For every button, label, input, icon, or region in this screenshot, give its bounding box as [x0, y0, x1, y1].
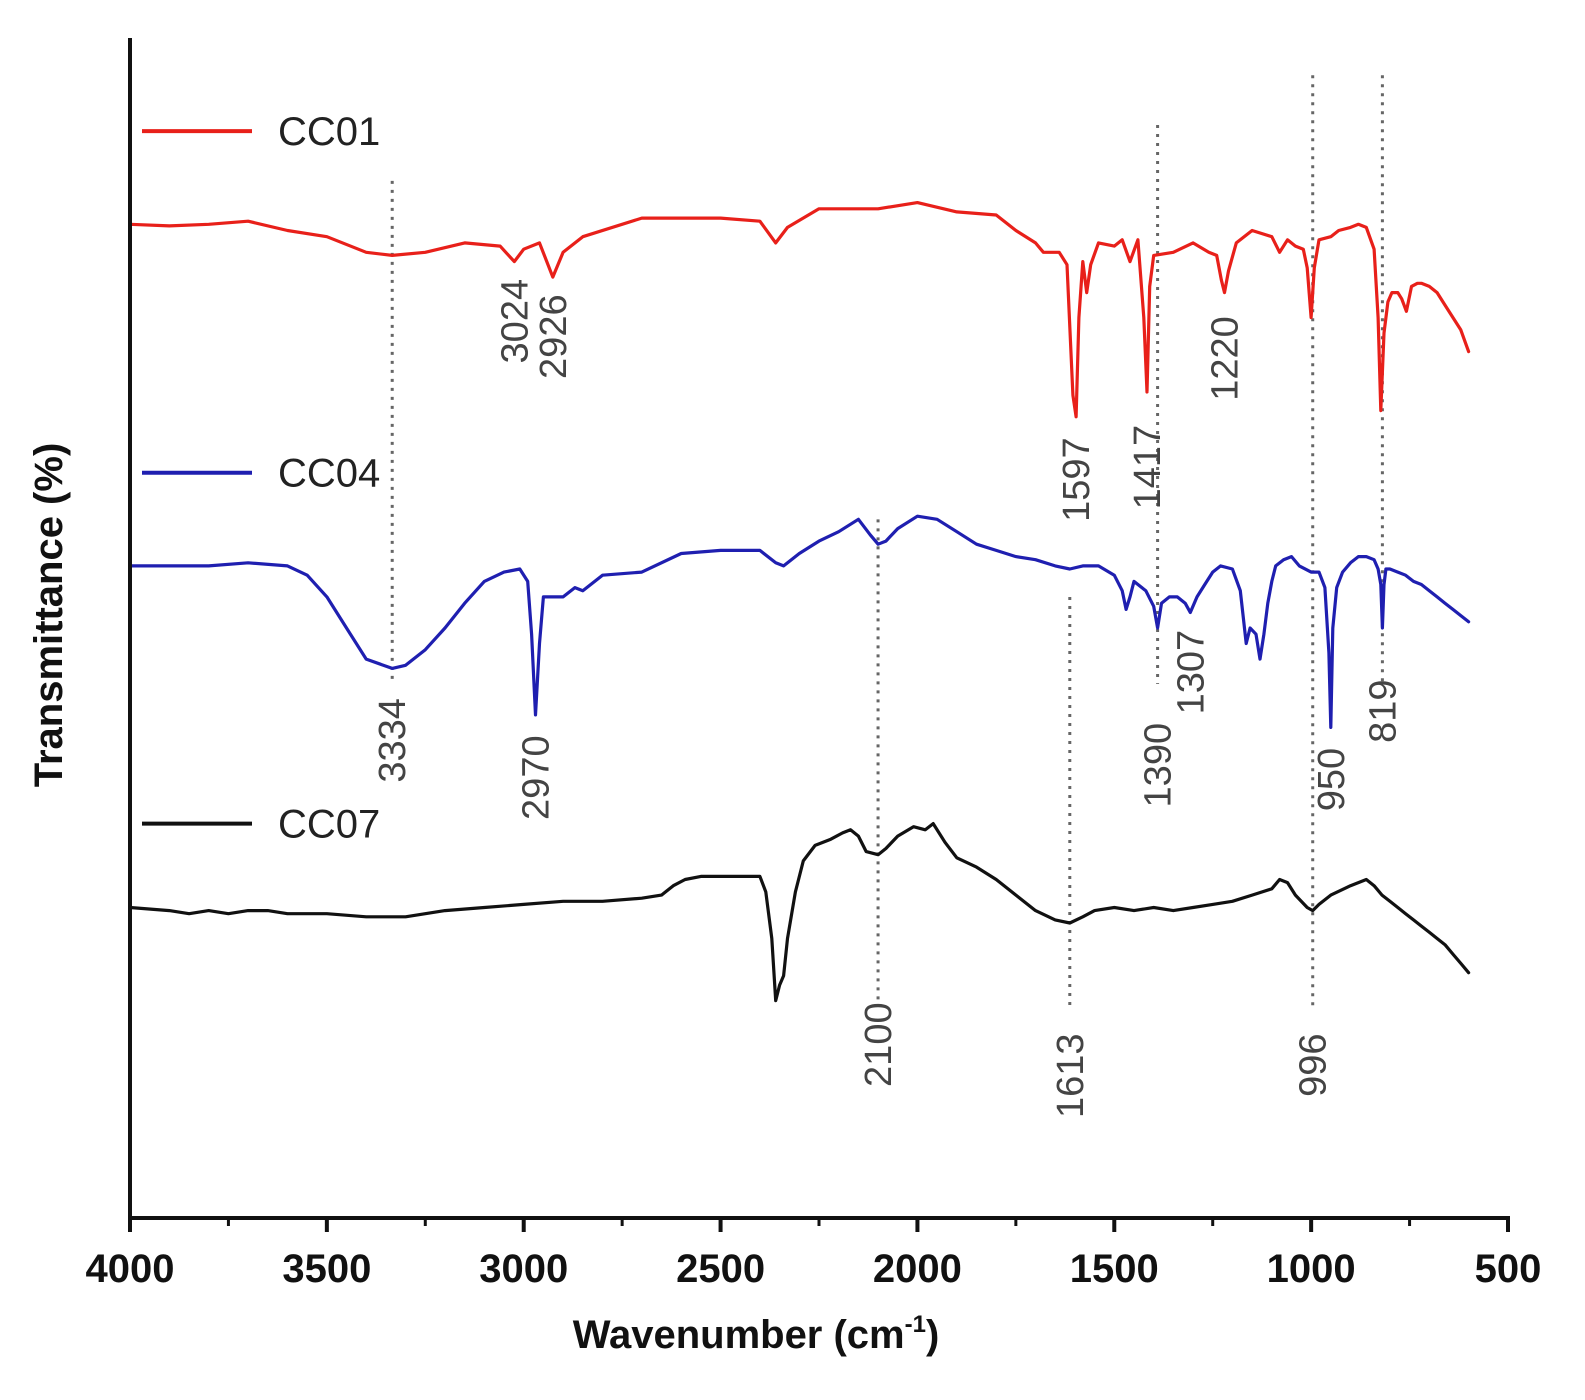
- x-tick-label-4000: 4000: [86, 1247, 175, 1291]
- peak-label-1390: 1390: [1138, 723, 1180, 808]
- legend: CC01 CC04 CC07: [142, 110, 380, 847]
- peak-label-2926: 2926: [533, 294, 575, 379]
- peak-label-2970: 2970: [516, 735, 558, 820]
- y-axis-title: Transmittance (%): [27, 443, 71, 788]
- x-tick-label-1500: 1500: [1070, 1247, 1159, 1291]
- series-line-cc07: [128, 822, 1471, 1003]
- series-layer: [128, 201, 1471, 1003]
- series-line-cc04: [128, 514, 1471, 729]
- peak-label-2100: 2100: [858, 1002, 900, 1087]
- peak-label-1613: 1613: [1050, 1034, 1092, 1119]
- series-line-cc01: [128, 201, 1471, 419]
- x-tick-label-2000: 2000: [873, 1247, 962, 1291]
- x-tick-label-3000: 3000: [479, 1247, 568, 1291]
- x-axis-title-superscript: -1: [905, 1311, 926, 1338]
- peak-label-996: 996: [1293, 1034, 1335, 1097]
- peak-label-1307: 1307: [1170, 630, 1212, 715]
- peak-label-1597: 1597: [1056, 437, 1098, 522]
- legend-label-cc07: CC07: [278, 803, 380, 847]
- peak-label-819: 819: [1362, 680, 1404, 743]
- legend-label-cc04: CC04: [278, 452, 380, 496]
- peak-guide-lines: [390, 75, 1384, 1007]
- peak-label-3024: 3024: [494, 279, 536, 364]
- axes: 4000 3500 3000 2500 2000 1500 1000 500: [86, 38, 1542, 1291]
- peak-label-1417: 1417: [1127, 425, 1169, 510]
- peak-label-3334: 3334: [372, 698, 414, 783]
- legend-label-cc01: CC01: [278, 110, 380, 154]
- x-axis-title: Wavenumber (cm-1): [573, 1311, 940, 1357]
- x-tick-label-1000: 1000: [1267, 1247, 1356, 1291]
- x-tick-label-3500: 3500: [282, 1247, 371, 1291]
- peak-label-950: 950: [1311, 748, 1353, 811]
- x-tick-label-2500: 2500: [676, 1247, 765, 1291]
- x-tick-label-500: 500: [1475, 1247, 1542, 1291]
- peak-label-1220: 1220: [1205, 316, 1247, 401]
